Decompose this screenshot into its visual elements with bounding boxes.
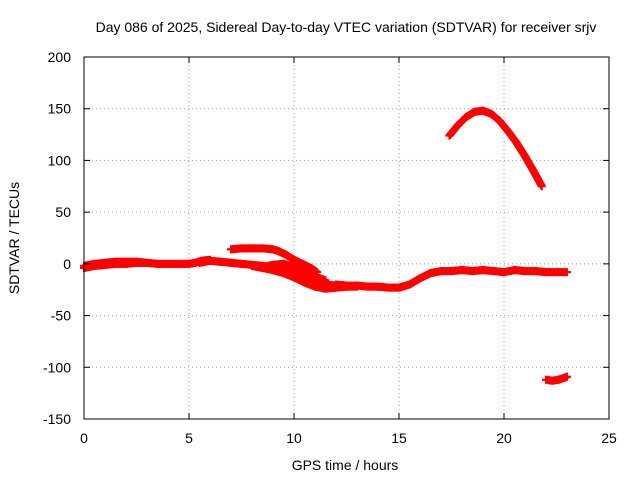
chart-title: Day 086 of 2025, Sidereal Day-to-day VTE… [96, 19, 597, 35]
y-tick-label: -50 [51, 308, 71, 324]
y-tick-label: -150 [43, 411, 71, 427]
y-axis-label: SDTVAR / TECUs [6, 182, 22, 294]
series-arc-8 [445, 106, 546, 191]
data-point [563, 372, 571, 381]
plot-frame [83, 56, 610, 420]
series-arc-7 [332, 266, 571, 292]
data-point [143, 258, 151, 267]
axis-ticks: 0 5 10 15 20 25 -150 -100 -50 0 50 100 150 200 [43, 49, 617, 446]
data-point [563, 268, 571, 277]
data-points [80, 106, 571, 385]
x-axis-label: GPS time / hours [292, 457, 399, 473]
x-tick-label: 0 [80, 430, 88, 446]
data-point [537, 182, 546, 191]
data-point [321, 276, 330, 285]
series-arc-6 [258, 259, 330, 285]
series-arc-4 [227, 244, 322, 277]
x-tick-label: 5 [185, 430, 193, 446]
x-tick-label: 15 [391, 430, 407, 446]
grid-lines [84, 57, 609, 419]
series-arc-9 [542, 372, 571, 385]
y-tick-label: 50 [55, 204, 71, 220]
series-arc-2 [80, 258, 151, 272]
x-tick-label: 25 [601, 430, 617, 446]
x-tick-label: 20 [496, 430, 512, 446]
plot-border [83, 56, 610, 420]
y-tick-label: -100 [43, 359, 71, 375]
y-tick-label: 0 [63, 256, 71, 272]
y-tick-label: 200 [48, 49, 72, 65]
y-tick-label: 150 [48, 101, 72, 117]
y-tick-label: 100 [48, 152, 72, 168]
x-tick-label: 10 [286, 430, 302, 446]
